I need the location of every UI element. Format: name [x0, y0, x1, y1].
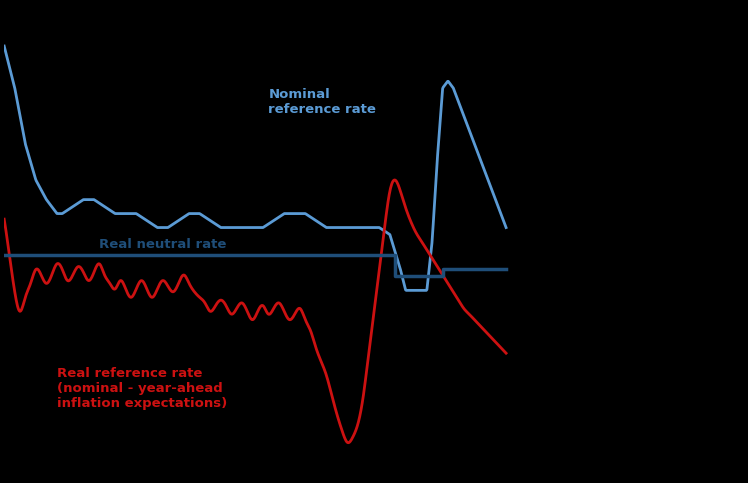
Text: Real neutral rate: Real neutral rate: [99, 238, 227, 251]
Text: Nominal
reference rate: Nominal reference rate: [269, 88, 376, 116]
Text: Real reference rate
(nominal - year-ahead
inflation expectations): Real reference rate (nominal - year-ahea…: [57, 367, 227, 410]
